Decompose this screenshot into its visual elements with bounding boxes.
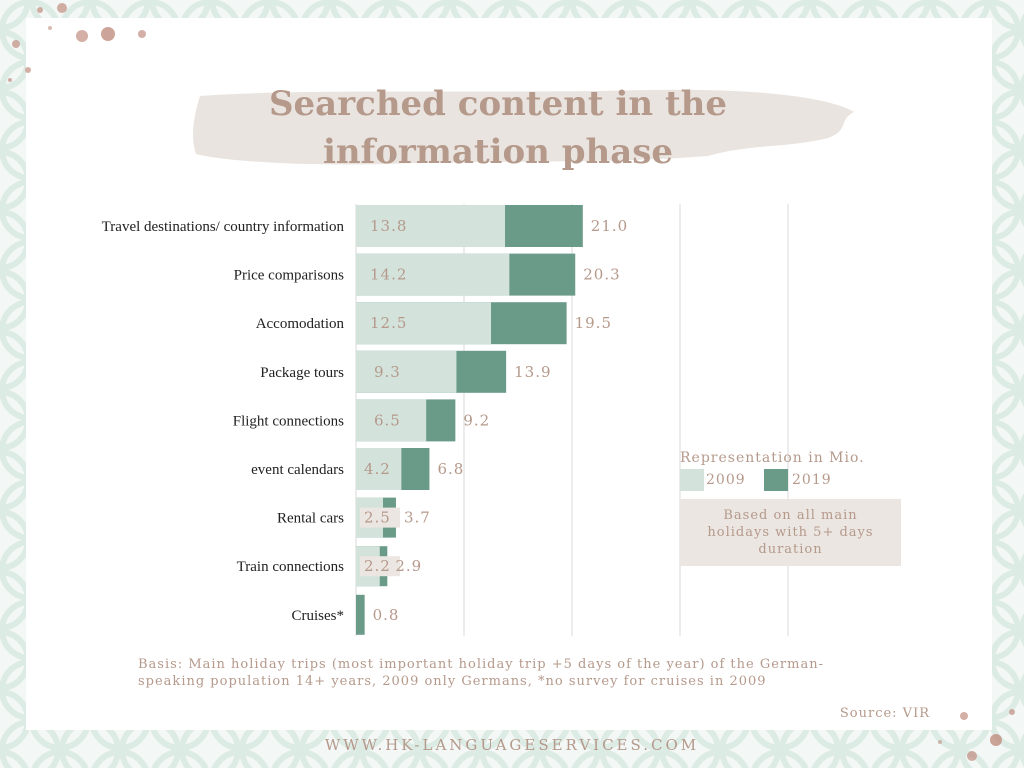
data-label-2019: 13.9 (514, 363, 551, 381)
bar-2009 (356, 253, 510, 296)
legend-label-2019: 2019 (792, 472, 832, 488)
data-label-2019: 3.7 (404, 509, 431, 527)
category-label: Package tours (260, 365, 344, 381)
data-label-2009: 2.5 (364, 509, 391, 527)
note-box: Based on all main holidays with 5+ days … (680, 499, 901, 566)
bar-2009 (356, 399, 427, 442)
basis-note: Basis: Main holiday trips (most importan… (138, 657, 824, 689)
category-label: Price comparisons (234, 268, 345, 284)
data-label-2009: 9.3 (374, 363, 401, 381)
source-label: Source: VIR (839, 706, 930, 721)
category-label: Flight connections (233, 413, 344, 429)
data-label-2009: 6.5 (374, 411, 401, 429)
data-label-2019: 19.5 (575, 314, 612, 332)
data-label-2019: 0.8 (373, 606, 400, 624)
data-label-2019: 21.0 (591, 217, 628, 235)
data-label-bg (360, 556, 400, 577)
chart-title: Searched content in the information phas… (0, 80, 996, 176)
data-label-bg (360, 507, 400, 528)
data-label-2019: 9.2 (463, 411, 490, 429)
legend-title: Representation in Mio. (680, 450, 865, 466)
chart-title-line-1: Searched content in the (268, 84, 728, 124)
bar-2019 (356, 594, 365, 635)
category-label: event calendars (251, 462, 344, 478)
data-label-2019: 6.8 (437, 460, 464, 478)
category-label: Cruises* (292, 608, 345, 624)
data-label-2009: 2.2 (364, 557, 391, 575)
data-label-2009: 4.2 (364, 460, 391, 478)
footer-url: WWW.HK-LANGUAGESERVICES.COM (324, 736, 700, 754)
category-label: Train connections (237, 559, 345, 575)
legend-label-2009: 2009 (706, 472, 746, 488)
data-label-2019: 2.9 (395, 557, 422, 575)
bar-2009 (356, 350, 457, 393)
category-label: Accomodation (256, 316, 345, 332)
data-label-2009: 14.2 (370, 266, 407, 284)
title-brush-stroke (193, 89, 854, 165)
chart-title-line-2: information phase (322, 132, 673, 172)
bar-2009 (356, 448, 402, 490)
data-label-2009: 12.5 (370, 314, 407, 332)
legend-swatch-2019 (764, 469, 788, 491)
data-label-2019: 20.3 (583, 266, 620, 284)
bar-2009 (356, 205, 506, 247)
category-label: Rental cars (277, 511, 344, 527)
category-label: Travel destinations/ country information (102, 219, 345, 235)
bar-2009 (356, 302, 491, 345)
data-label-2009: 13.8 (370, 217, 407, 235)
legend-swatch-2009 (680, 469, 704, 491)
